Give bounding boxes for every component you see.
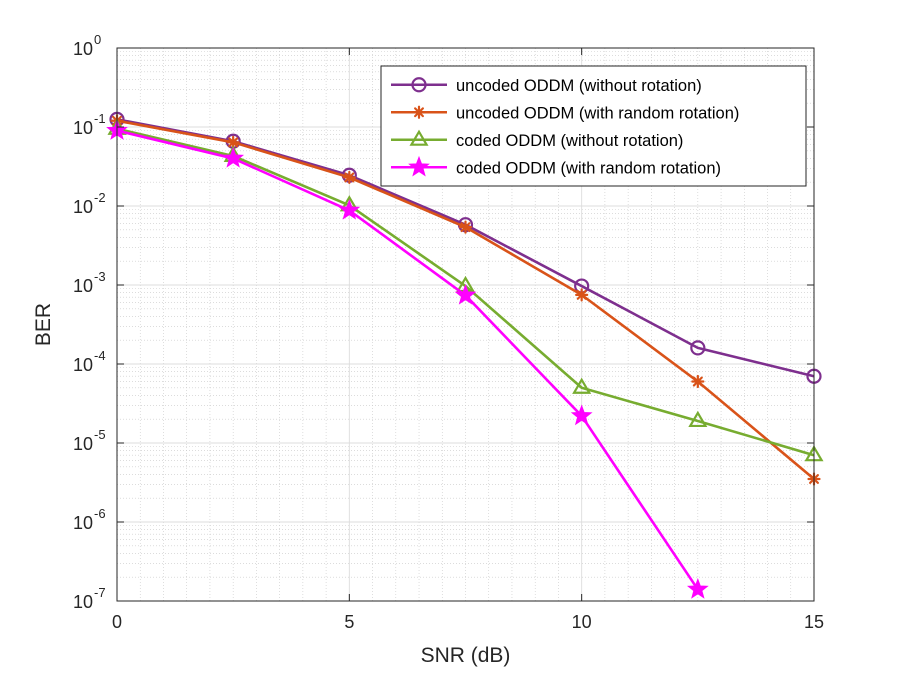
y-tick-exponent: -4 bbox=[94, 348, 106, 363]
y-tick-label: 10 -6 bbox=[73, 506, 106, 533]
y-axis-title: BER bbox=[32, 303, 55, 346]
x-tick-label: 15 bbox=[804, 612, 824, 632]
y-tick-label: 10 -3 bbox=[73, 269, 106, 296]
y-tick-base: 10 bbox=[73, 355, 93, 375]
x-axis-title: SNR (dB) bbox=[421, 644, 511, 667]
y-tick-label: 10 -7 bbox=[73, 585, 106, 612]
y-tick-exponent: -5 bbox=[94, 427, 106, 442]
data-point bbox=[458, 220, 473, 234]
y-tick-exponent: -7 bbox=[94, 585, 106, 600]
y-tick-label: 10 -2 bbox=[73, 190, 106, 217]
legend-item: uncoded ODDM (without rotation) bbox=[391, 77, 702, 95]
y-tick-label: 10 -5 bbox=[73, 427, 106, 454]
x-tick-label: 10 bbox=[572, 612, 592, 632]
data-point bbox=[686, 578, 709, 599]
y-tick-base: 10 bbox=[73, 197, 93, 217]
y-tick-exponent: -6 bbox=[94, 506, 106, 521]
axes-box bbox=[116, 47, 815, 602]
y-tick-label: 10 -4 bbox=[73, 348, 106, 375]
y-tick-exponent: 0 bbox=[94, 32, 101, 47]
legend-item: coded ODDM (without rotation) bbox=[391, 129, 683, 150]
legend-box bbox=[380, 65, 807, 187]
y-tick-base: 10 bbox=[73, 118, 93, 138]
data-point bbox=[222, 147, 245, 168]
legend-marker bbox=[409, 129, 429, 146]
y-tick-label: 10 0 bbox=[73, 32, 101, 59]
legend-label: uncoded ODDM (with random rotation) bbox=[456, 104, 739, 122]
data-point bbox=[454, 283, 477, 305]
legend-label: coded ODDM (without rotation) bbox=[456, 132, 683, 150]
legend-marker bbox=[408, 155, 430, 177]
axes-frame bbox=[116, 47, 815, 602]
y-tick-base: 10 bbox=[73, 276, 93, 296]
legend-label: coded ODDM (with random rotation) bbox=[456, 159, 721, 177]
data-point bbox=[572, 377, 592, 394]
legend-marker bbox=[411, 77, 427, 93]
y-tick-base: 10 bbox=[73, 434, 93, 454]
legend: uncoded ODDM (without rotation) uncoded O… bbox=[380, 65, 807, 187]
legend-marker bbox=[412, 105, 426, 119]
data-point bbox=[690, 340, 706, 356]
legend-label: uncoded ODDM (without rotation) bbox=[456, 77, 702, 95]
series-line bbox=[116, 129, 699, 591]
data-point bbox=[570, 404, 593, 426]
data-point bbox=[338, 198, 361, 220]
y-tick-base: 10 bbox=[73, 592, 93, 612]
x-tick-label: 5 bbox=[344, 612, 354, 632]
series-layer bbox=[106, 111, 824, 599]
y-tick-base: 10 bbox=[73, 513, 93, 533]
legend-item: coded ODDM (with random rotation) bbox=[391, 155, 721, 177]
data-point bbox=[342, 170, 356, 185]
y-tick-base: 10 bbox=[73, 39, 93, 59]
y-tick-exponent: -3 bbox=[94, 269, 106, 284]
data-point bbox=[575, 288, 589, 302]
legend-item: uncoded ODDM (with random rotation) bbox=[391, 104, 739, 122]
y-tick-label: 10 -1 bbox=[73, 111, 106, 138]
x-axis: 0 5 10 15 bbox=[112, 612, 824, 632]
data-point bbox=[688, 410, 708, 428]
y-tick-exponent: -1 bbox=[94, 111, 106, 126]
x-tick-label: 0 bbox=[112, 612, 122, 632]
data-point bbox=[691, 374, 705, 389]
y-tick-exponent: -2 bbox=[94, 190, 106, 205]
